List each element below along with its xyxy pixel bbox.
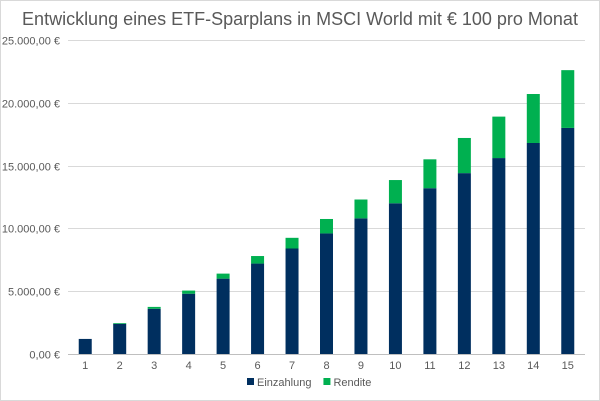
x-tick-label: 8 — [323, 360, 329, 372]
bar-einzahlung — [147, 308, 161, 354]
bar-rendite — [492, 116, 506, 159]
bar-rendite — [423, 159, 437, 189]
bar-einzahlung — [320, 233, 333, 354]
bar-einzahlung — [285, 248, 299, 354]
x-tick-label: 4 — [186, 360, 192, 372]
bars — [78, 70, 575, 354]
bar-rendite — [182, 290, 196, 294]
bar-einzahlung — [561, 127, 575, 354]
bar-einzahlung — [526, 142, 540, 354]
bar-rendite — [526, 94, 540, 143]
y-tick-label: 20.000,00 € — [2, 99, 60, 111]
bar-rendite — [216, 273, 230, 279]
x-tick-label: 9 — [358, 360, 364, 372]
legend-swatch-einzahlung — [247, 378, 254, 385]
bar-rendite — [285, 237, 299, 249]
y-tick-label: 5.000,00 € — [8, 287, 60, 299]
y-tick-label: 15.000,00 € — [2, 162, 60, 174]
x-tick-label: 7 — [289, 360, 295, 372]
legend-label-einzahlung: Einzahlung — [257, 377, 311, 389]
x-tick-label: 13 — [493, 360, 505, 372]
bar-einzahlung — [182, 293, 196, 354]
y-tick-label: 0,00 € — [29, 350, 60, 362]
bar-einzahlung — [251, 263, 265, 354]
y-tick-label: 25.000,00 € — [2, 36, 60, 48]
x-tick-label: 2 — [117, 360, 123, 372]
x-tick-label: 11 — [424, 360, 435, 372]
legend-label-rendite: Rendite — [333, 377, 371, 389]
y-tick-label: 10.000,00 € — [2, 224, 60, 236]
bar-einzahlung — [457, 173, 471, 354]
legend-swatch-rendite — [323, 378, 331, 385]
x-tick-label: 10 — [389, 360, 401, 372]
x-tick-label: 1 — [82, 360, 88, 372]
y-axis-labels: 0,00 € 5.000,00 € 10.000,00 € 15.000,00 € 20… — [2, 36, 60, 362]
bar-rendite — [388, 180, 402, 204]
bar-rendite — [457, 137, 471, 174]
bar-rendite — [251, 256, 265, 264]
x-tick-label: 15 — [562, 360, 574, 372]
bar-rendite — [561, 70, 575, 128]
bar-einzahlung — [78, 338, 92, 354]
bar-rendite — [147, 306, 161, 309]
x-axis-labels: 1 2 3 4 5 6 7 8 9 10 11 12 13 14 15 — [82, 360, 574, 372]
legend: Einzahlung Rendite — [247, 377, 371, 389]
bar-rendite — [320, 218, 333, 234]
x-tick-label: 12 — [458, 360, 470, 372]
bar-einzahlung — [354, 218, 368, 354]
bar-rendite — [113, 323, 127, 324]
x-tick-label: 3 — [151, 360, 157, 372]
bar-einzahlung — [492, 158, 506, 354]
x-tick-label: 14 — [527, 360, 539, 372]
x-tick-label: 6 — [255, 360, 261, 372]
bar-einzahlung — [216, 278, 230, 354]
bar-rendite — [354, 199, 368, 219]
bar-einzahlung — [388, 203, 402, 354]
bar-einzahlung — [423, 188, 437, 354]
x-tick-label: 5 — [220, 360, 226, 372]
bar-einzahlung — [113, 323, 127, 354]
chart-title: Entwicklung eines ETF-Sparplans in MSCI … — [22, 9, 578, 29]
